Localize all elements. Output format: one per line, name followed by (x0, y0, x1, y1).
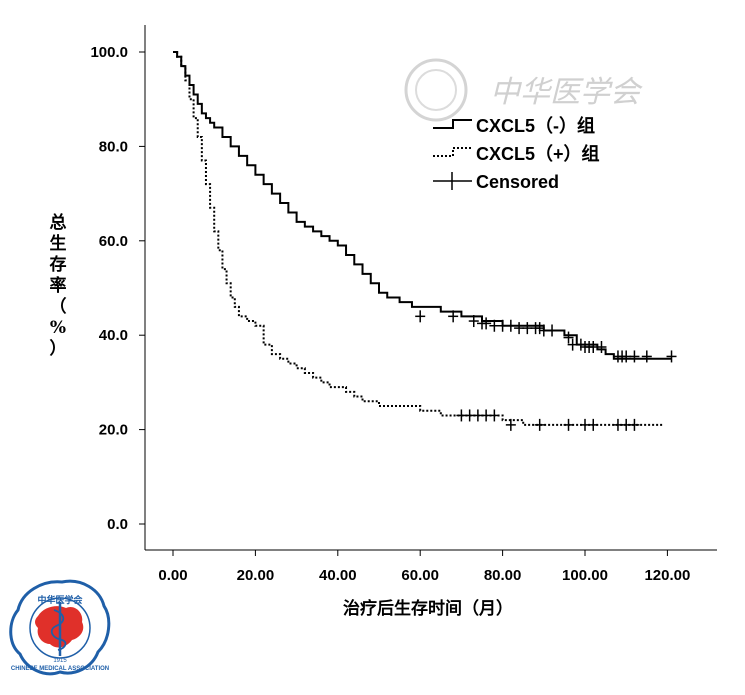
censored-mark (468, 315, 479, 328)
censored-mark (448, 310, 459, 323)
legend-swatch-dotted (433, 147, 472, 157)
y-tick-label: 0.0 (107, 516, 128, 533)
censored-mark (563, 331, 574, 344)
legend: CXCL5（-）组 CXCL5（+）组 Censored (433, 115, 600, 192)
watermark-seal-inner-icon (415, 69, 457, 111)
censored-mark (534, 418, 545, 431)
legend-label-negative: CXCL5（-）组 (476, 115, 595, 136)
x-tick-label: 80.00 (484, 567, 522, 584)
x-tick-label: 0.00 (158, 567, 187, 584)
x-tick-label: 100.00 (562, 567, 608, 584)
survival-curve-line (173, 51, 664, 426)
censored-mark (563, 418, 574, 431)
legend-label-positive: CXCL5（+）组 (476, 143, 600, 164)
censored-mark (547, 324, 558, 337)
x-tick-label: 20.00 (237, 567, 275, 584)
censored-mark (666, 350, 677, 363)
y-tick-label: 100.0 (90, 44, 128, 61)
censored-mark (505, 319, 516, 332)
watermark-seal-icon (404, 58, 468, 122)
series-cxcl5-negative (173, 51, 677, 363)
censored-mark (575, 338, 586, 351)
y-axis-title-char: 生 (50, 233, 67, 254)
censored-mark (415, 310, 426, 323)
censored-mark (596, 341, 607, 353)
logo-top-text: 中华医学会 (37, 594, 83, 606)
y-axis-title-char: （ (50, 296, 67, 317)
axes: 0.0 20.0 40.0 60.0 80.0 100.0 0.00 20.00 40.00 6… (90, 25, 717, 584)
y-axis-title-char: 率 (50, 275, 67, 296)
x-ticks: 0.00 20.00 40.00 60.00 80.00 100.00 120.00 (158, 550, 690, 584)
cma-logo: 中华医学会 CHINESE MEDICAL ASSOCIATION 1915 (9, 579, 111, 676)
x-tick-label: 40.00 (319, 567, 357, 584)
series-cxcl5-positive (173, 51, 664, 431)
y-ticks: 0.0 20.0 40.0 60.0 80.0 100.0 (90, 44, 145, 533)
censored-mark (489, 409, 500, 422)
y-axis-title-char: 存 (50, 254, 67, 275)
y-axis-title-char: 总 (50, 212, 67, 233)
censored-mark (588, 418, 599, 431)
logo-year: 1915 (53, 658, 67, 664)
legend-label-censored: Censored (476, 172, 559, 192)
y-tick-label: 20.0 (99, 422, 128, 439)
logo-ring-text: CHINESE MEDICAL ASSOCIATION (11, 666, 109, 672)
censored-mark (641, 350, 652, 363)
censored-mark (534, 322, 545, 335)
y-tick-label: 40.0 (99, 327, 128, 344)
y-axis-title-char: ） (50, 338, 67, 359)
x-tick-label: 120.00 (644, 567, 690, 584)
censored-mark (629, 350, 640, 363)
x-axis-title: 治疗后生存时间（月） (343, 598, 513, 619)
logo-snake-icon (50, 609, 67, 651)
y-axis-title-char: % (50, 318, 66, 338)
series-layer (173, 51, 677, 431)
legend-swatch-solid (433, 119, 472, 129)
y-tick-label: 60.0 (99, 233, 128, 250)
censored-mark (505, 418, 516, 431)
x-tick-label: 60.00 (401, 567, 439, 584)
censored-mark (629, 418, 640, 431)
y-tick-label: 80.0 (99, 138, 128, 155)
survival-curve-line (173, 51, 672, 360)
watermark: 中华医学会 (404, 58, 643, 122)
censored-mark (481, 317, 492, 330)
watermark-text: 中华医学会 (490, 75, 643, 110)
